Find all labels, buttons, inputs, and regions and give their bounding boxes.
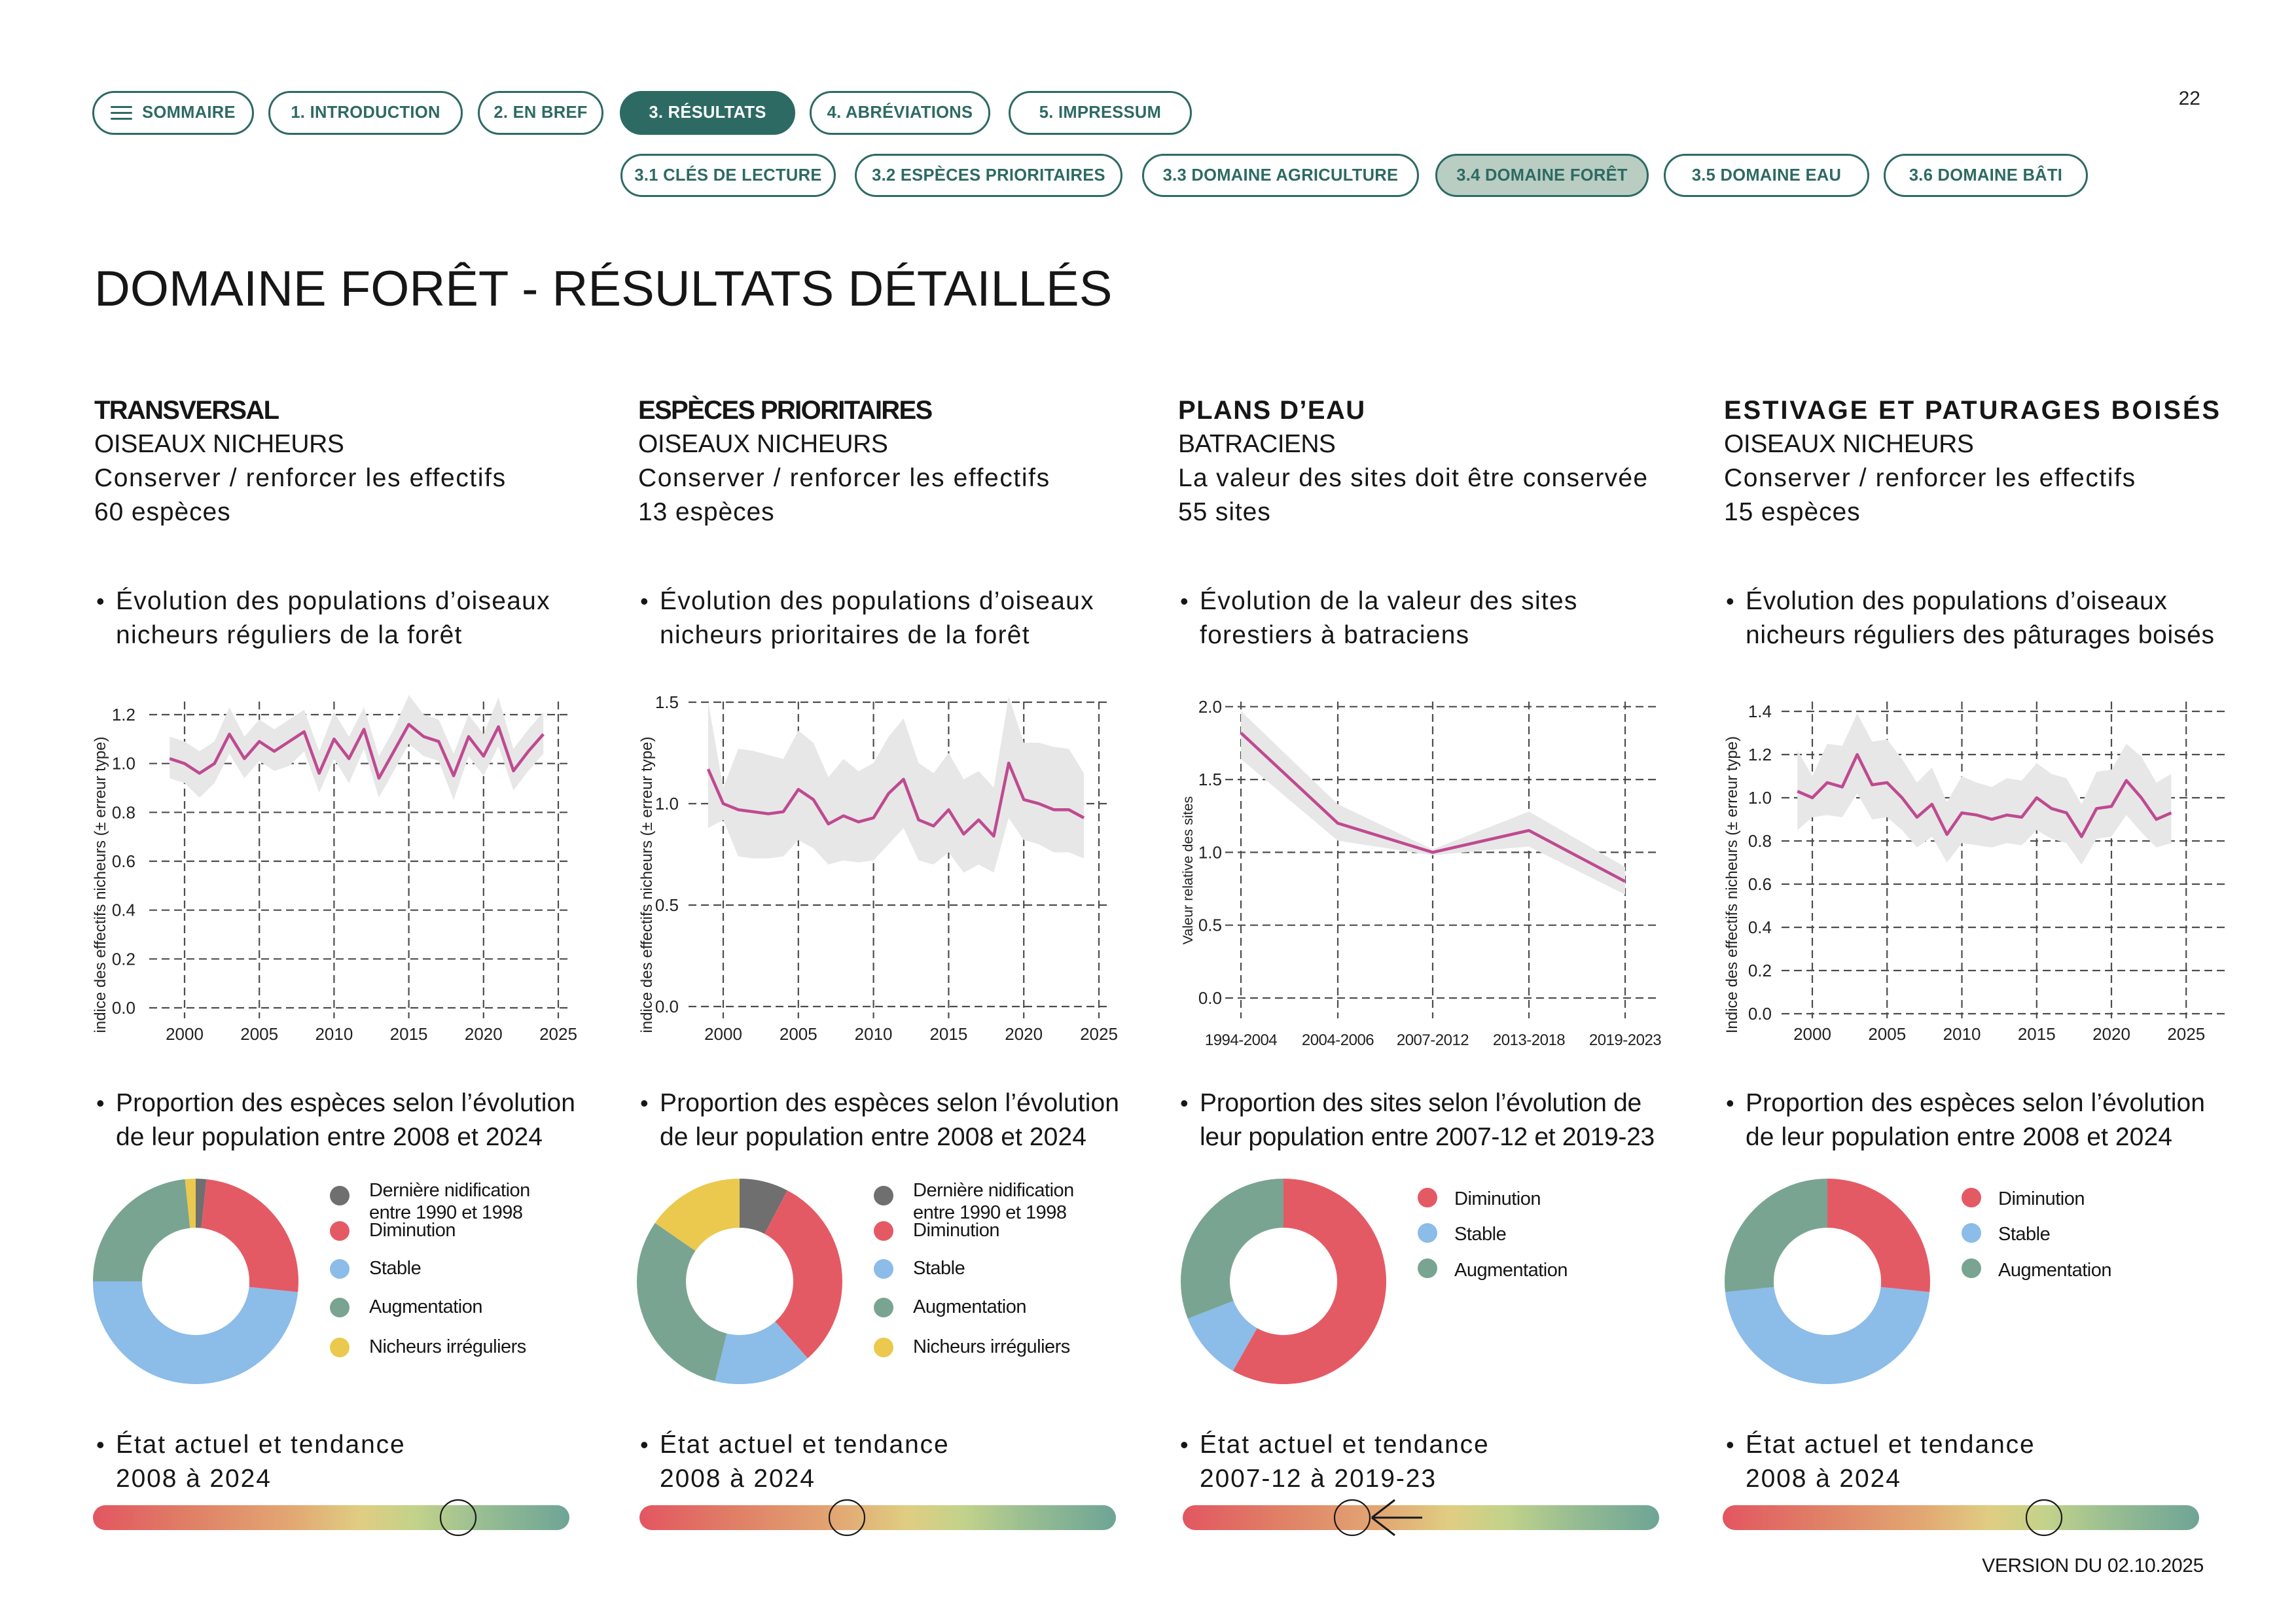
svg-text:1.0: 1.0 — [655, 794, 679, 813]
svg-text:2020: 2020 — [1005, 1024, 1043, 1044]
svg-text:Indice des effectifs nicheurs: Indice des effectifs nicheurs (± erreur … — [1723, 736, 1741, 1033]
svg-text:2007-2012: 2007-2012 — [1397, 1031, 1469, 1049]
svg-text:2025: 2025 — [1080, 1024, 1118, 1044]
svg-text:2000: 2000 — [704, 1024, 742, 1044]
svg-text:2005: 2005 — [780, 1024, 817, 1044]
svg-text:0.5: 0.5 — [655, 895, 679, 915]
svg-text:0.6: 0.6 — [1748, 874, 1772, 894]
svg-text:2025: 2025 — [2167, 1024, 2205, 1044]
svg-text:0.4: 0.4 — [112, 901, 135, 920]
svg-text:2005: 2005 — [240, 1024, 278, 1044]
svg-text:0.0: 0.0 — [1198, 988, 1222, 1008]
svg-text:0.0: 0.0 — [112, 998, 135, 1018]
svg-text:2015: 2015 — [390, 1024, 428, 1044]
svg-text:0.2: 0.2 — [112, 949, 135, 969]
svg-text:0.8: 0.8 — [112, 802, 135, 822]
svg-text:2000: 2000 — [1793, 1024, 1831, 1044]
svg-text:1.2: 1.2 — [1748, 745, 1772, 764]
svg-text:2010: 2010 — [1943, 1024, 1981, 1044]
svg-text:0.8: 0.8 — [1748, 831, 1772, 851]
svg-text:indice des effectifs nicheurs: indice des effectifs nicheurs (± erreur … — [92, 737, 109, 1033]
svg-text:1.2: 1.2 — [112, 705, 135, 724]
svg-text:1.0: 1.0 — [1748, 788, 1772, 808]
svg-text:0.6: 0.6 — [112, 851, 135, 871]
svg-text:indice des effectifs nicheurs: indice des effectifs nicheurs (± erreur … — [638, 737, 656, 1033]
svg-text:2010: 2010 — [315, 1024, 353, 1044]
svg-text:2015: 2015 — [2018, 1024, 2056, 1044]
svg-text:2000: 2000 — [166, 1024, 204, 1044]
svg-text:0.2: 0.2 — [1748, 961, 1772, 980]
svg-text:1994-2004: 1994-2004 — [1205, 1031, 1277, 1049]
svg-text:Valeur relative des sites: Valeur relative des sites — [1180, 796, 1196, 945]
svg-text:0.0: 0.0 — [1748, 1004, 1772, 1024]
svg-text:2025: 2025 — [539, 1024, 577, 1044]
svg-text:2020: 2020 — [2092, 1024, 2130, 1044]
svg-text:1.5: 1.5 — [1198, 770, 1222, 789]
svg-text:2.0: 2.0 — [1198, 697, 1222, 717]
svg-text:2020: 2020 — [465, 1024, 503, 1044]
svg-text:2015: 2015 — [929, 1024, 967, 1044]
svg-text:2013-2018: 2013-2018 — [1493, 1031, 1565, 1049]
svg-text:1.0: 1.0 — [1198, 842, 1222, 862]
svg-text:0.0: 0.0 — [655, 997, 679, 1016]
svg-text:2010: 2010 — [855, 1024, 893, 1044]
svg-text:1.4: 1.4 — [1748, 702, 1772, 721]
svg-text:1.5: 1.5 — [655, 692, 679, 712]
svg-text:0.5: 0.5 — [1198, 916, 1222, 935]
svg-text:1.0: 1.0 — [112, 754, 135, 774]
svg-text:2004-2006: 2004-2006 — [1302, 1031, 1374, 1049]
svg-text:0.4: 0.4 — [1748, 918, 1772, 937]
svg-text:2005: 2005 — [1868, 1024, 1906, 1044]
svg-text:2019-2023: 2019-2023 — [1589, 1031, 1661, 1049]
